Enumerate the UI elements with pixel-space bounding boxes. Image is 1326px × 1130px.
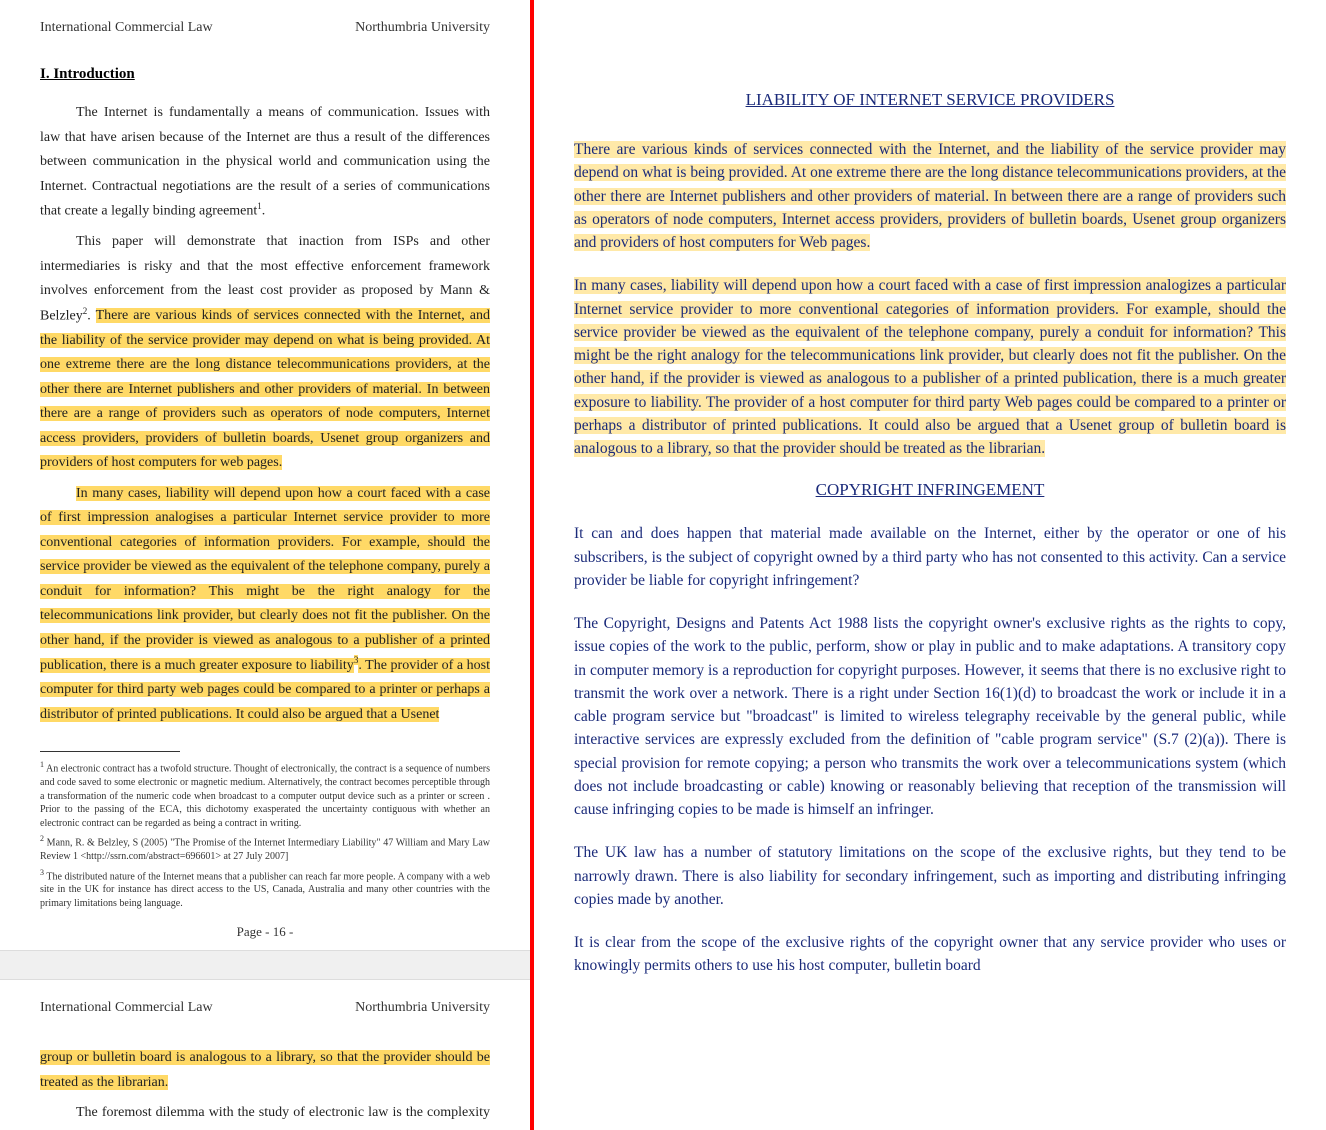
right-p3: It can and does happen that material mad…	[574, 522, 1286, 592]
p2-highlight: There are various kinds of services conn…	[40, 308, 490, 470]
footnote-separator	[40, 751, 180, 752]
page-17: International Commercial Law Northumbria…	[0, 980, 530, 1130]
paragraph-1: The Internet is fundamentally a means of…	[40, 101, 490, 224]
paragraph-5: The foremost dilemma with the study of e…	[40, 1101, 490, 1130]
paragraph-2: This paper will demonstrate that inactio…	[40, 230, 490, 476]
p5-text: The foremost dilemma with the study of e…	[40, 1105, 490, 1130]
left-document-pane: International Commercial Law Northumbria…	[0, 0, 530, 1130]
paragraph-3: In many cases, liability will depend upo…	[40, 482, 490, 728]
right-p2-highlight: In many cases, liability will depend upo…	[574, 277, 1286, 457]
fn2-text: Mann, R. & Belzley, S (2005) "The Promis…	[40, 838, 490, 863]
right-p2: In many cases, liability will depend upo…	[574, 274, 1286, 460]
footnote-3: 3 The distributed nature of the Internet…	[40, 868, 490, 911]
right-p5: The UK law has a number of statutory lim…	[574, 841, 1286, 911]
header-right-2: Northumbria University	[355, 1000, 490, 1016]
page-header-2: International Commercial Law Northumbria…	[40, 1000, 490, 1016]
p2b-text: .	[87, 308, 95, 323]
header-left-2: International Commercial Law	[40, 1000, 213, 1016]
body-text-2: group or bulletin board is analogous to …	[40, 1046, 490, 1130]
footnote-2: 2 Mann, R. & Belzley, S (2005) "The Prom…	[40, 834, 490, 863]
right-p6: It is clear from the scope of the exclus…	[574, 931, 1286, 978]
section-heading: I. Introduction	[40, 66, 490, 83]
fn3-text: The distributed nature of the Internet m…	[40, 871, 490, 909]
p1-end: .	[262, 204, 266, 219]
page-number: Page - 16 -	[40, 924, 490, 940]
page-gap	[0, 950, 530, 980]
p1-text: The Internet is fundamentally a means of…	[40, 105, 490, 219]
fn1-text: An electronic contract has a twofold str…	[40, 764, 490, 829]
right-p4: The Copyright, Designs and Patents Act 1…	[574, 612, 1286, 821]
header-left: International Commercial Law	[40, 20, 213, 36]
paragraph-4: group or bulletin board is analogous to …	[40, 1046, 490, 1095]
p4-highlight: group or bulletin board is analogous to …	[40, 1050, 490, 1090]
page-16: International Commercial Law Northumbria…	[0, 0, 530, 950]
right-title-1: LIABILITY OF INTERNET SERVICE PROVIDERS	[574, 90, 1286, 110]
body-text: The Internet is fundamentally a means of…	[40, 101, 490, 727]
footnote-1: 1 An electronic contract has a twofold s…	[40, 760, 490, 830]
p3-highlight-a: In many cases, liability will depend upo…	[40, 486, 490, 673]
header-right: Northumbria University	[355, 20, 490, 36]
right-title-2: COPYRIGHT INFRINGEMENT	[574, 480, 1286, 500]
split-container: International Commercial Law Northumbria…	[0, 0, 1326, 1130]
right-document-pane: LIABILITY OF INTERNET SERVICE PROVIDERS …	[534, 0, 1326, 1130]
right-p1: There are various kinds of services conn…	[574, 138, 1286, 254]
page-header: International Commercial Law Northumbria…	[40, 20, 490, 36]
right-p1-highlight: There are various kinds of services conn…	[574, 141, 1286, 251]
